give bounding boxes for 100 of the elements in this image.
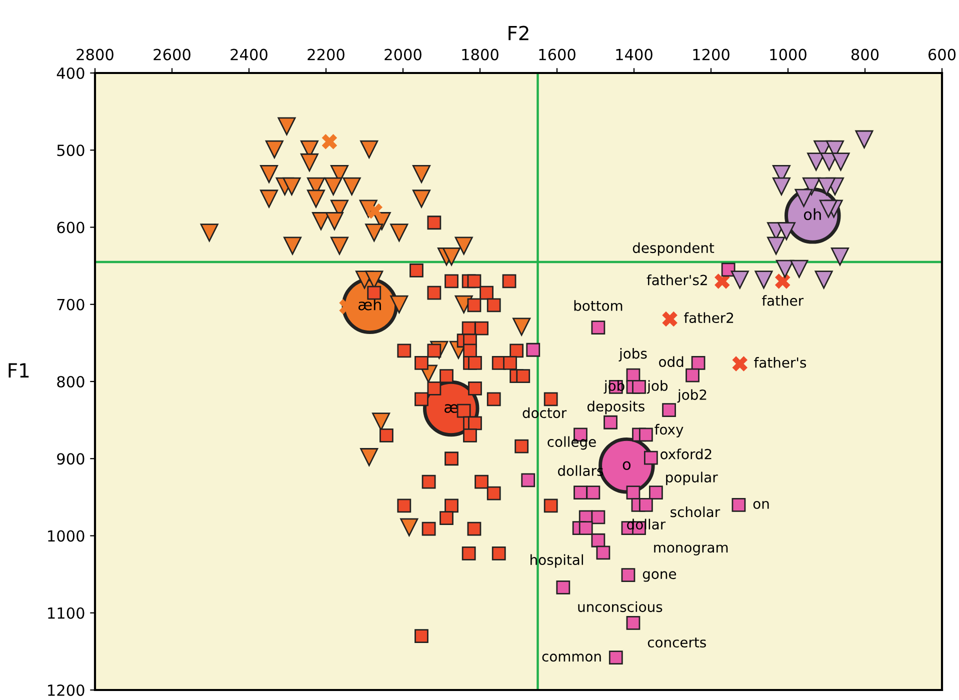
x-tick-label: 2800 xyxy=(76,48,114,60)
data-label: bottom xyxy=(574,300,622,311)
data-label: o xyxy=(622,461,631,470)
data-label: father xyxy=(762,295,804,306)
data-label: father's2 xyxy=(646,274,707,286)
x-tick-label: 1400 xyxy=(616,48,652,60)
data-label: gone xyxy=(642,571,676,582)
point xyxy=(260,190,278,208)
point xyxy=(544,392,558,406)
point xyxy=(444,498,458,513)
point xyxy=(521,473,536,488)
x-tick-label: 1600 xyxy=(539,48,576,60)
point xyxy=(777,222,796,240)
point xyxy=(440,369,454,384)
point xyxy=(456,404,471,418)
point xyxy=(282,177,301,196)
point xyxy=(427,381,442,396)
point xyxy=(608,650,623,665)
x-tick-label: 600 xyxy=(928,48,956,60)
point xyxy=(427,286,442,300)
point xyxy=(397,344,412,358)
point xyxy=(468,356,482,370)
point xyxy=(662,311,678,327)
data-label: college xyxy=(548,436,596,450)
data-label: oxford2 xyxy=(660,448,712,460)
point xyxy=(819,200,838,218)
point xyxy=(325,212,344,230)
point xyxy=(454,236,473,255)
point xyxy=(510,344,524,358)
point xyxy=(855,130,874,148)
point xyxy=(400,518,418,536)
point xyxy=(638,498,653,512)
y-tick-label: 700 xyxy=(57,298,84,310)
point xyxy=(730,270,749,289)
point xyxy=(283,236,302,255)
point xyxy=(412,190,431,208)
point xyxy=(462,546,476,560)
point xyxy=(427,216,442,230)
point xyxy=(265,140,284,158)
point xyxy=(503,356,517,370)
data-label: father2 xyxy=(684,312,734,324)
point xyxy=(714,274,730,289)
x-tick-label: 2000 xyxy=(384,48,422,60)
point xyxy=(410,263,424,278)
point xyxy=(486,392,501,406)
point xyxy=(790,260,808,278)
data-label: father's xyxy=(754,357,806,368)
y-tick-label: 500 xyxy=(57,144,84,156)
x-axis-title: F2 xyxy=(508,26,528,40)
point xyxy=(591,320,606,334)
point xyxy=(596,546,610,560)
x-tick-label: 1800 xyxy=(462,48,498,60)
point xyxy=(324,177,342,196)
data-label: oh xyxy=(804,208,821,220)
point xyxy=(463,428,477,442)
data-label: job2 xyxy=(677,389,706,403)
data-label: scholar xyxy=(670,506,720,518)
point xyxy=(626,486,640,500)
point xyxy=(390,224,408,242)
point xyxy=(442,248,461,266)
y-tick-label: 400 xyxy=(56,67,84,80)
point xyxy=(686,368,700,382)
point xyxy=(342,177,361,196)
data-label: concerts xyxy=(648,638,706,648)
point xyxy=(817,177,836,196)
x-tick-label: 1000 xyxy=(770,48,806,60)
point xyxy=(360,448,378,466)
point xyxy=(516,369,530,384)
point xyxy=(774,274,790,289)
point xyxy=(440,511,454,525)
point xyxy=(278,117,296,136)
y-tick-label: 900 xyxy=(57,453,84,465)
point xyxy=(591,510,606,524)
point xyxy=(367,286,382,300)
point xyxy=(486,298,501,312)
point xyxy=(574,486,588,500)
y-tick-label: 800 xyxy=(57,376,84,388)
data-label: deposits xyxy=(587,400,644,414)
point xyxy=(414,392,428,406)
data-label: monogram xyxy=(654,544,728,556)
point xyxy=(360,140,378,158)
point xyxy=(468,381,482,396)
data-label: unconscious xyxy=(578,601,662,612)
point xyxy=(832,152,850,171)
point xyxy=(662,403,676,417)
x-tick-label: 800 xyxy=(851,48,879,60)
point xyxy=(732,356,748,372)
point xyxy=(544,498,558,513)
data-label: æh xyxy=(358,298,381,310)
point xyxy=(644,450,658,465)
y-axis-title: F1 xyxy=(8,363,29,378)
point xyxy=(772,177,790,196)
data-label: foxy xyxy=(654,424,684,438)
y-tick-label: 600 xyxy=(57,222,84,234)
point xyxy=(514,439,529,454)
point xyxy=(626,616,640,630)
point xyxy=(830,248,850,266)
x-tick-label: 1200 xyxy=(693,48,730,60)
data-label: jobs xyxy=(618,348,647,362)
point xyxy=(422,474,436,489)
